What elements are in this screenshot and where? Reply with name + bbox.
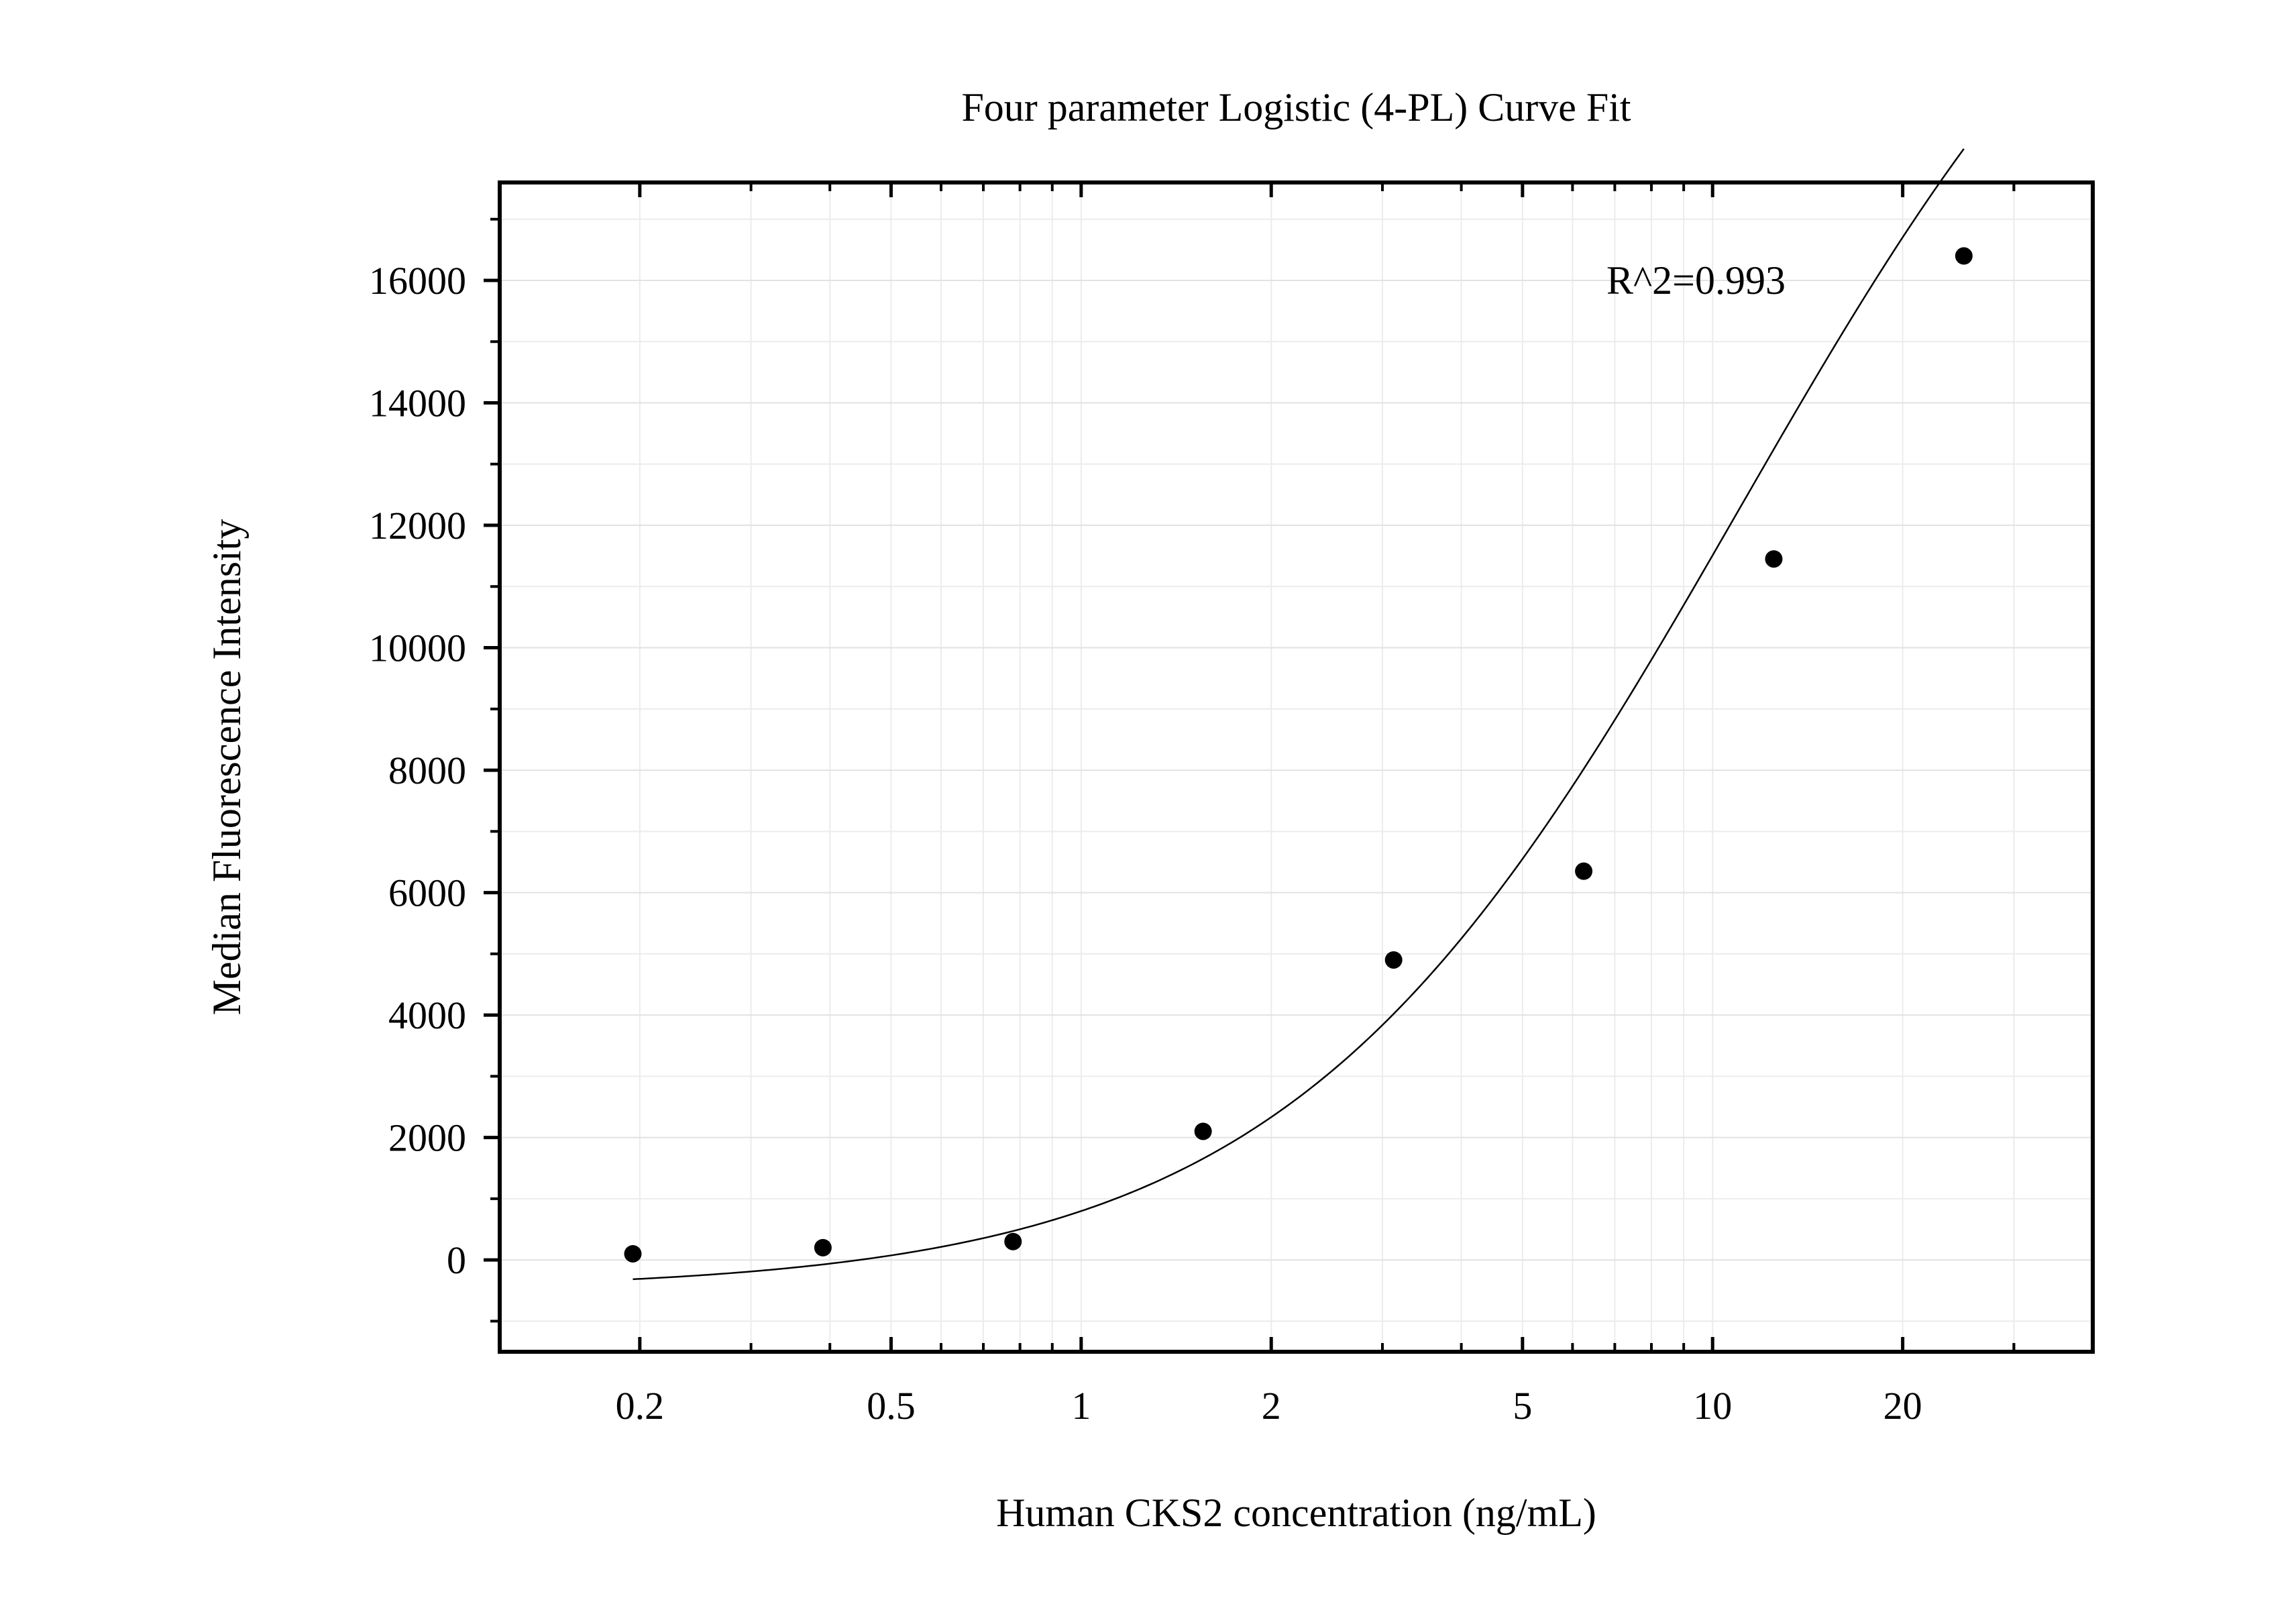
- y-tick-label: 10000: [369, 627, 466, 670]
- data-point: [1765, 550, 1783, 568]
- data-point: [1384, 951, 1403, 969]
- x-tick-label: 10: [1693, 1384, 1732, 1428]
- y-tick-label: 16000: [369, 259, 466, 303]
- y-tick-label: 2000: [388, 1116, 466, 1160]
- y-axis-label: Median Fluorescence Intensity: [205, 519, 249, 1016]
- data-points: [624, 247, 1973, 1263]
- r-squared-annotation: R^2=0.993: [1606, 258, 1786, 303]
- data-point: [1575, 862, 1593, 880]
- x-tick-label: 2: [1262, 1384, 1281, 1428]
- grid: [500, 182, 2093, 1352]
- fit-curve-line: [633, 148, 1965, 1281]
- plot-frame: [498, 180, 2095, 1354]
- y-tick-label: 0: [447, 1238, 466, 1282]
- y-tick-label: 14000: [369, 382, 466, 425]
- y-tick-label: 12000: [369, 504, 466, 547]
- x-tick-label: 5: [1513, 1384, 1532, 1428]
- fit-curve-group: [633, 148, 1965, 1281]
- data-point: [1004, 1232, 1022, 1250]
- chart-title: Four parameter Logistic (4-PL) Curve Fit: [961, 85, 1631, 129]
- y-tick-label: 8000: [388, 749, 466, 792]
- x-tick-label: 0.2: [616, 1384, 665, 1428]
- x-axis-label: Human CKS2 concentration (ng/mL): [996, 1491, 1596, 1535]
- data-point: [1955, 247, 1973, 265]
- x-tick-label: 0.5: [867, 1384, 916, 1428]
- y-tick-label: 4000: [388, 994, 466, 1037]
- y-tick-label: 6000: [388, 871, 466, 915]
- x-tick-label: 20: [1883, 1384, 1922, 1428]
- axis-ticks: 0.2 0.5 1 2 5 10 20 0 2000 4000 6000 8000 10000 12000…: [369, 182, 2016, 1428]
- data-point: [1194, 1122, 1212, 1140]
- x-tick-label: 1: [1071, 1384, 1091, 1428]
- data-point: [814, 1238, 832, 1257]
- data-point: [624, 1244, 642, 1263]
